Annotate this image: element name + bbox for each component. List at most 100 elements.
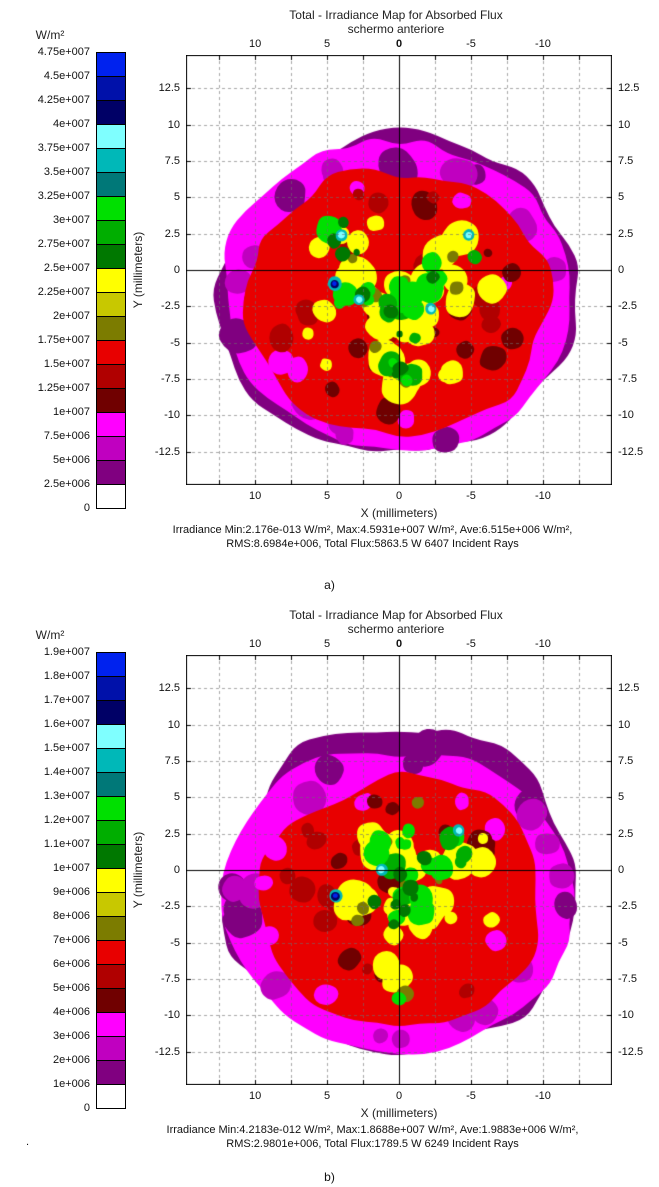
colorbar-cell bbox=[96, 724, 126, 749]
y-axis-tick-left: 7.5 bbox=[164, 755, 180, 768]
colorbar-level-label: 3e+006 bbox=[52, 1030, 90, 1042]
y-axis-tick-left: -12.5 bbox=[154, 445, 180, 458]
chart-title: Total - Irradiance Map for Absorbed Flux bbox=[289, 8, 503, 22]
stats-line-2: RMS:2.9801e+006, Total Flux:1789.5 W 624… bbox=[226, 1138, 519, 1150]
colorbar-cell bbox=[96, 340, 126, 365]
colorbar-level-label: 3e+007 bbox=[52, 214, 90, 226]
x-axis-tick-top: -5 bbox=[466, 38, 476, 50]
colorbar-unit-label: W/m² bbox=[35, 628, 65, 642]
y-axis-tick-left: -10 bbox=[164, 1009, 180, 1022]
y-axis-tick-left: -5 bbox=[170, 336, 180, 349]
y-axis-tick-left: -12.5 bbox=[154, 1045, 180, 1058]
y-axis-tick-left: -10 bbox=[164, 409, 180, 422]
y-axis-tick-right: -12.5 bbox=[618, 445, 644, 458]
chart-subtitle: schermo anteriore bbox=[347, 22, 445, 36]
colorbar-cell bbox=[96, 364, 126, 389]
colorbar-cell bbox=[96, 916, 126, 941]
colorbar-level-label: 4e+006 bbox=[52, 1006, 90, 1018]
y-axis-title: Y (millimeters) bbox=[131, 831, 145, 909]
colorbar-cell bbox=[96, 772, 126, 797]
colorbar-level-label: 2e+006 bbox=[52, 1054, 90, 1066]
y-axis-tick-right: 2.5 bbox=[618, 227, 634, 240]
colorbar-level-label: 5e+006 bbox=[52, 454, 90, 466]
x-axis-tick-bottom: 0 bbox=[395, 490, 403, 502]
y-axis-tick-right: 0 bbox=[618, 264, 625, 276]
x-axis-title: X (millimeters) bbox=[360, 1106, 438, 1120]
colorbar-level-label: 1e+007 bbox=[52, 406, 90, 418]
y-axis-tick-right: 10 bbox=[618, 718, 631, 731]
colorbar: 4.75e+007 4.5e+007 4.25e+007 4e+007 3.75e+00… bbox=[10, 46, 126, 520]
colorbar-cell bbox=[96, 388, 126, 413]
y-axis-tick-left: 12.5 bbox=[158, 682, 180, 695]
y-axis-tick-right: -5 bbox=[618, 936, 628, 949]
y-axis-tick-left: 5 bbox=[173, 191, 180, 204]
y-axis-tick-right: 0 bbox=[618, 864, 625, 876]
y-axis-tick-left: 12.5 bbox=[158, 82, 180, 95]
x-axis-tick-top: 10 bbox=[248, 38, 262, 50]
x-axis-tick-top: 10 bbox=[248, 638, 262, 650]
colorbar-cell bbox=[96, 676, 126, 701]
x-axis-tick-bottom: -10 bbox=[534, 1090, 551, 1102]
colorbar-level-label: 2.75e+007 bbox=[37, 238, 90, 250]
irradiance-map-canvas bbox=[186, 55, 612, 485]
x-axis-tick-bottom: 5 bbox=[323, 1090, 331, 1102]
colorbar-cell bbox=[96, 172, 126, 197]
y-axis-tick-left: 7.5 bbox=[164, 155, 180, 168]
colorbar-level-label: 5e+006 bbox=[52, 982, 90, 994]
colorbar-cell bbox=[96, 484, 126, 509]
colorbar-level-label: 1.1e+007 bbox=[43, 838, 90, 850]
y-axis-tick-left: 10 bbox=[167, 118, 180, 131]
colorbar-level-label: 0 bbox=[83, 502, 90, 514]
stray-period: . bbox=[26, 1136, 30, 1148]
colorbar-level-label: 1.9e+007 bbox=[43, 646, 90, 658]
x-axis-tick-top: 5 bbox=[323, 38, 331, 50]
colorbar-cell bbox=[96, 1060, 126, 1085]
colorbar-cell bbox=[96, 196, 126, 221]
colorbar: 1.9e+007 1.8e+007 1.7e+007 1.6e+007 1.5e+007… bbox=[10, 646, 126, 1120]
y-axis-tick-right: 10 bbox=[618, 118, 631, 131]
colorbar-level-label: 1.5e+007 bbox=[43, 742, 90, 754]
y-axis-tick-left: 10 bbox=[167, 718, 180, 731]
colorbar-cell bbox=[96, 220, 126, 245]
colorbar-cell bbox=[96, 76, 126, 101]
colorbar-level-label: 1.4e+007 bbox=[43, 766, 90, 778]
x-axis-tick-top: 0 bbox=[395, 638, 403, 650]
y-axis-tick-right: -12.5 bbox=[618, 1045, 644, 1058]
colorbar-level-label: 1e+006 bbox=[52, 1078, 90, 1090]
y-axis-tick-right: -7.5 bbox=[618, 972, 637, 985]
y-axis-tick-right: -10 bbox=[618, 409, 634, 422]
colorbar-level-label: 4e+007 bbox=[52, 118, 90, 130]
colorbar-cell bbox=[96, 1036, 126, 1061]
stats-line-1: Irradiance Min:4.2183e-012 W/m², Max:1.8… bbox=[166, 1124, 579, 1136]
x-axis-tick-bottom: -5 bbox=[466, 490, 476, 502]
colorbar-level-label: 2e+007 bbox=[52, 310, 90, 322]
y-axis-tick-right: -2.5 bbox=[618, 900, 637, 913]
colorbar-level-label: 1.3e+007 bbox=[43, 790, 90, 802]
colorbar-cell bbox=[96, 652, 126, 677]
y-axis-tick-right: 12.5 bbox=[618, 82, 640, 95]
x-axis-tick-bottom: 0 bbox=[395, 1090, 403, 1102]
colorbar-level-label: 8e+006 bbox=[52, 910, 90, 922]
colorbar-cell bbox=[96, 244, 126, 269]
panel-letter: b) bbox=[324, 1170, 335, 1184]
y-axis-tick-right: 5 bbox=[618, 191, 625, 204]
colorbar-level-label: 1.2e+007 bbox=[43, 814, 90, 826]
x-axis-tick-bottom: 10 bbox=[248, 490, 262, 502]
colorbar-level-label: 0 bbox=[83, 1102, 90, 1114]
colorbar-level-label: 1.6e+007 bbox=[43, 718, 90, 730]
colorbar-level-label: 4.75e+007 bbox=[37, 46, 90, 58]
colorbar-level-label: 1e+007 bbox=[52, 862, 90, 874]
colorbar-cell bbox=[96, 1084, 126, 1109]
y-axis-tick-left: -5 bbox=[170, 936, 180, 949]
colorbar-cell bbox=[96, 820, 126, 845]
colorbar-cell bbox=[96, 100, 126, 125]
colorbar-level-label: 9e+006 bbox=[52, 886, 90, 898]
x-axis-title: X (millimeters) bbox=[360, 506, 438, 520]
x-axis-tick-top: 5 bbox=[323, 638, 331, 650]
panel-a: Total - Irradiance Map for Absorbed Flux… bbox=[10, 8, 644, 592]
colorbar-level-label: 7e+006 bbox=[52, 934, 90, 946]
colorbar-cell bbox=[96, 868, 126, 893]
colorbar-cell bbox=[96, 964, 126, 989]
y-axis-tick-right: 7.5 bbox=[618, 155, 634, 168]
